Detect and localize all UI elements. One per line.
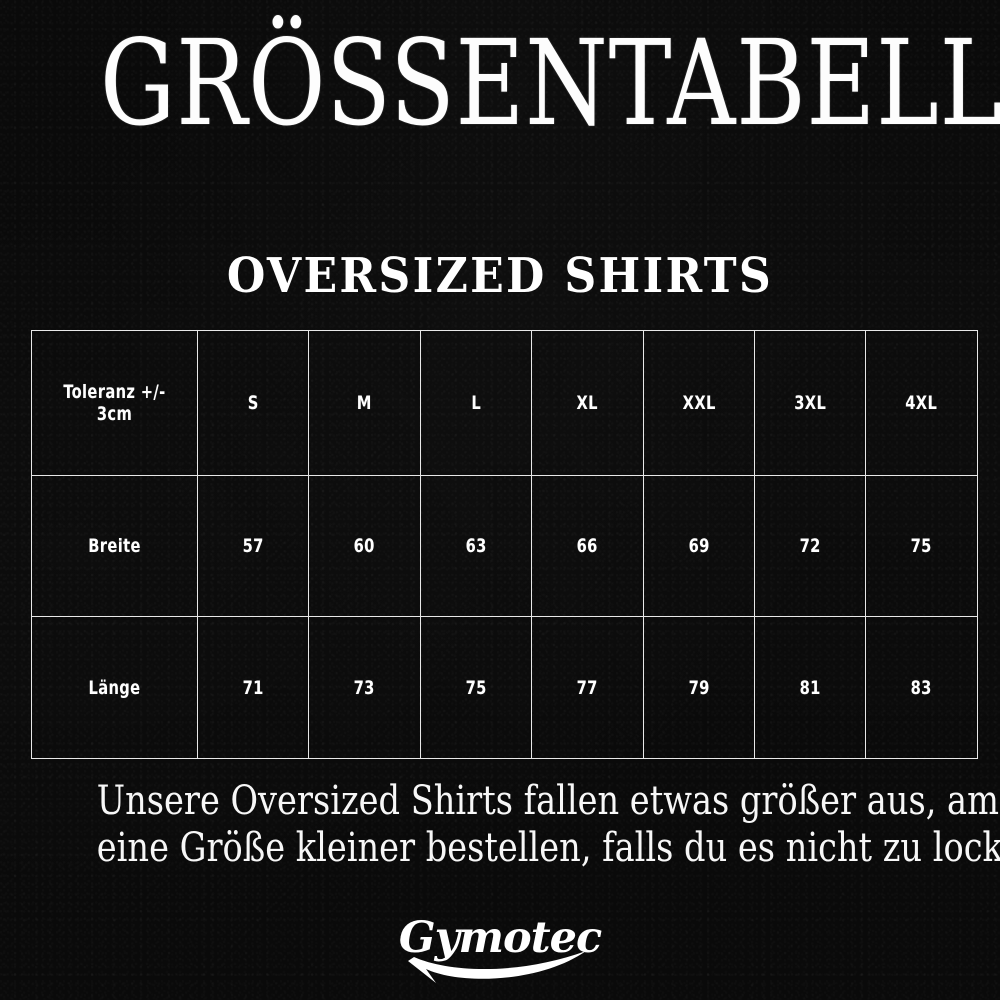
- size-label-s: S: [247, 392, 259, 414]
- tolerance-label: Toleranz +/- 3cm: [63, 381, 166, 425]
- row-label-breite-text: Breite: [88, 535, 141, 557]
- logo-wordmark: Gymotec: [399, 913, 602, 963]
- laenge-value-xxl: 79: [688, 676, 710, 699]
- fit-note: Unsere Oversized Shirts fallen etwas grö…: [20, 778, 1000, 872]
- laenge-l: 75: [419, 616, 533, 759]
- breite-value-xxl: 69: [688, 535, 710, 557]
- page-title: GRÖSSENTABELLE: [100, 14, 1000, 152]
- breite-l: 63: [419, 475, 533, 617]
- table-row-breite: Breite 57 60 63 66 69 72 75: [31, 475, 978, 617]
- laenge-value-m: 73: [354, 676, 376, 699]
- breite-4xl: 75: [865, 475, 978, 617]
- size-chart: Toleranz +/- 3cm S M L XL XXL 3XL 4XL Br…: [31, 330, 978, 759]
- breite-value-m: 60: [354, 535, 376, 557]
- breite-value-xl: 66: [576, 535, 598, 557]
- breite-value-s: 57: [242, 535, 264, 557]
- tolerance-cell: Toleranz +/- 3cm: [31, 330, 198, 476]
- laenge-3xl: 81: [753, 616, 867, 759]
- laenge-value-3xl: 81: [799, 676, 821, 699]
- breite-xl: 66: [531, 475, 644, 617]
- size-label-xxl: XXL: [682, 392, 716, 414]
- brand-logo: Gymotec: [0, 905, 1000, 983]
- laenge-value-s: 71: [242, 676, 264, 699]
- logo-swoosh-icon: [408, 951, 586, 983]
- breite-3xl: 72: [753, 475, 867, 617]
- header-cell-s: S: [196, 330, 310, 476]
- fit-note-line-2: eine Größe kleiner bestellen, falls du e…: [96, 825, 1000, 872]
- laenge-m: 73: [308, 616, 421, 759]
- laenge-4xl: 83: [865, 616, 978, 759]
- table-header-row: Toleranz +/- 3cm S M L XL XXL 3XL 4XL: [31, 330, 978, 476]
- breite-xxl: 69: [642, 475, 755, 617]
- breite-s: 57: [196, 475, 310, 617]
- size-label-l: L: [471, 392, 481, 414]
- header-cell-3xl: 3XL: [753, 330, 867, 476]
- laenge-value-4xl: 83: [910, 676, 933, 699]
- size-label-xl: XL: [576, 392, 599, 414]
- size-table: Toleranz +/- 3cm S M L XL XXL 3XL 4XL Br…: [31, 330, 978, 759]
- header-cell-m: M: [308, 330, 421, 476]
- header-cell-xl: XL: [531, 330, 644, 476]
- laenge-value-xl: 77: [576, 676, 598, 699]
- laenge-xl: 77: [531, 616, 644, 759]
- size-label-3xl: 3XL: [794, 392, 827, 414]
- header-cell-xxl: XXL: [642, 330, 755, 476]
- breite-m: 60: [308, 475, 421, 617]
- laenge-value-l: 75: [465, 676, 487, 699]
- size-label-4xl: 4XL: [905, 392, 938, 414]
- laenge-s: 71: [196, 616, 310, 759]
- row-label-breite: Breite: [31, 475, 198, 617]
- breite-value-3xl: 72: [799, 535, 821, 557]
- breite-value-4xl: 75: [910, 535, 933, 557]
- size-label-m: M: [357, 392, 373, 414]
- row-label-laenge-text: Länge: [88, 676, 141, 699]
- row-label-laenge: Länge: [31, 616, 198, 759]
- section-subtitle: OVERSIZED SHIRTS: [226, 248, 774, 304]
- breite-value-l: 63: [465, 535, 487, 557]
- gymotec-logo-icon: Gymotec: [399, 913, 603, 983]
- laenge-xxl: 79: [642, 616, 755, 759]
- header-cell-4xl: 4XL: [865, 330, 978, 476]
- header-cell-l: L: [419, 330, 533, 476]
- fit-note-line-1: Unsere Oversized Shirts fallen etwas grö…: [96, 778, 1000, 824]
- table-row-laenge: Länge 71 73 75 77 79 81 83: [31, 616, 978, 759]
